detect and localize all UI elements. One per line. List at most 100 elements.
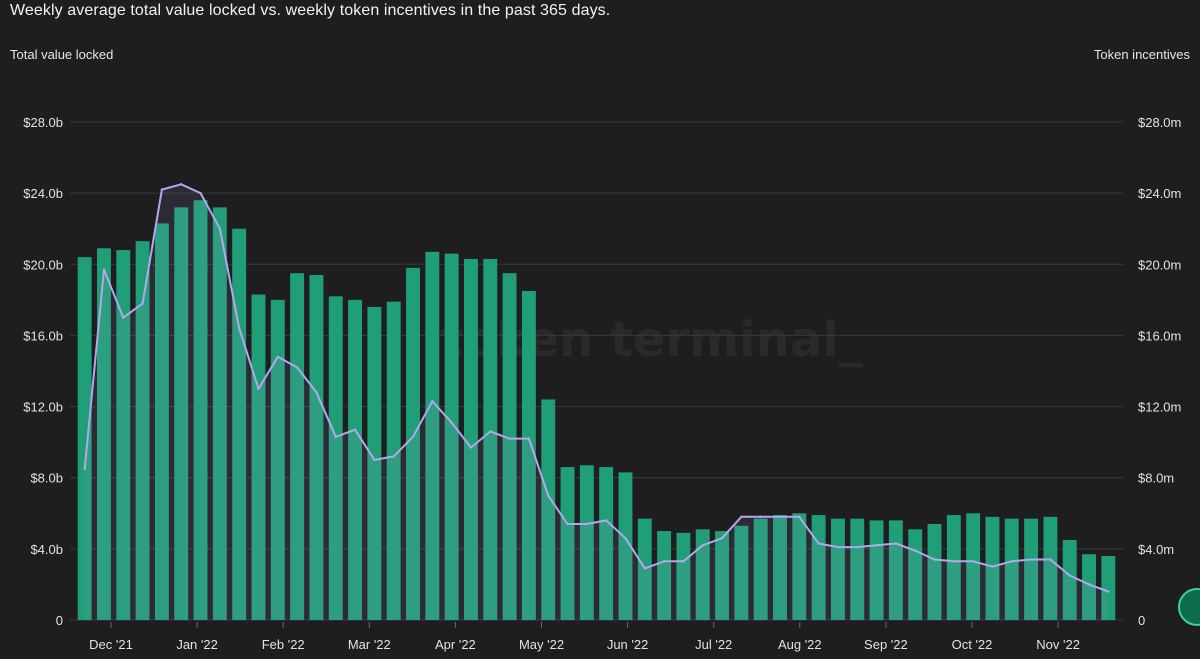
line-point[interactable] [353, 428, 357, 431]
bar[interactable] [599, 467, 614, 620]
bar[interactable] [367, 306, 382, 620]
bar[interactable] [135, 241, 150, 620]
line-point[interactable] [682, 560, 685, 563]
bar[interactable] [792, 513, 807, 620]
line-point[interactable] [1107, 590, 1110, 593]
line-point[interactable] [701, 544, 704, 547]
bar[interactable] [406, 267, 420, 620]
bar[interactable] [386, 301, 401, 620]
line-point[interactable] [913, 549, 917, 552]
line-point[interactable] [334, 435, 337, 439]
bar[interactable] [618, 472, 633, 620]
line-point[interactable] [720, 536, 724, 540]
line-point[interactable] [1010, 560, 1013, 563]
line-point[interactable] [315, 391, 318, 394]
line-point[interactable] [411, 435, 415, 439]
bar[interactable] [1043, 516, 1058, 620]
line-point[interactable] [662, 560, 666, 563]
bar[interactable] [676, 532, 691, 620]
line-point[interactable] [237, 327, 241, 330]
line-point[interactable] [836, 545, 840, 549]
line-point[interactable] [1049, 558, 1052, 561]
line-point[interactable] [469, 446, 473, 449]
line-point[interactable] [102, 268, 106, 271]
line-point[interactable] [933, 558, 936, 561]
bar[interactable] [811, 515, 826, 620]
bar[interactable] [328, 296, 343, 620]
line-point[interactable] [585, 522, 589, 526]
bar[interactable] [444, 253, 459, 620]
line-point[interactable] [218, 227, 222, 230]
bar[interactable] [77, 257, 92, 620]
bar[interactable] [232, 228, 247, 620]
bar[interactable] [1004, 518, 1019, 620]
line-point[interactable] [160, 188, 164, 191]
line-point[interactable] [373, 458, 376, 462]
line-point[interactable] [740, 515, 743, 519]
bar[interactable] [560, 467, 575, 620]
line-point[interactable] [431, 400, 434, 403]
bar[interactable] [154, 223, 169, 620]
bar[interactable] [715, 531, 729, 620]
line-point[interactable] [856, 545, 859, 549]
bar[interactable] [97, 248, 111, 620]
line-point[interactable] [122, 316, 125, 319]
bar[interactable] [270, 299, 285, 620]
line-point[interactable] [199, 191, 202, 195]
line-point[interactable] [450, 421, 453, 424]
line-point[interactable] [141, 302, 144, 305]
bar[interactable] [483, 258, 498, 620]
line-point[interactable] [508, 437, 511, 440]
bar[interactable] [290, 273, 305, 620]
bar[interactable] [521, 290, 536, 620]
line-point[interactable] [604, 519, 608, 522]
line-point[interactable] [295, 366, 299, 369]
line-point[interactable] [566, 522, 569, 526]
bar[interactable] [174, 207, 189, 620]
bar[interactable] [502, 273, 517, 620]
line-point[interactable] [547, 494, 550, 497]
bar[interactable] [348, 299, 363, 620]
bar[interactable] [966, 513, 981, 620]
bar[interactable] [425, 251, 440, 621]
bar[interactable] [773, 515, 787, 620]
bar[interactable] [212, 207, 227, 620]
bar[interactable] [946, 515, 961, 620]
line-point[interactable] [991, 565, 994, 568]
bar[interactable] [734, 525, 749, 620]
line-point[interactable] [624, 536, 627, 540]
line-point[interactable] [83, 467, 86, 471]
bar[interactable] [464, 258, 478, 620]
line-point[interactable] [1087, 583, 1091, 586]
bar[interactable] [1082, 554, 1096, 620]
bar[interactable] [695, 529, 710, 620]
line-point[interactable] [489, 430, 492, 433]
bar[interactable] [850, 518, 865, 620]
bar[interactable] [753, 518, 768, 620]
line-point[interactable] [875, 544, 878, 547]
line-point[interactable] [952, 560, 956, 563]
line-point[interactable] [1029, 558, 1033, 561]
line-point[interactable] [392, 455, 395, 458]
bar[interactable] [116, 250, 131, 621]
incentives-line[interactable] [83, 183, 1109, 593]
bar[interactable] [657, 531, 672, 620]
bar[interactable] [541, 399, 556, 620]
line-point[interactable] [257, 387, 260, 390]
line-point[interactable] [894, 542, 898, 545]
line-point[interactable] [276, 355, 280, 358]
bar[interactable] [985, 516, 1000, 620]
bar[interactable] [927, 523, 942, 620]
line-point[interactable] [817, 542, 820, 545]
line-point[interactable] [643, 567, 646, 570]
bar[interactable] [579, 465, 594, 620]
line-point[interactable] [971, 560, 975, 563]
bar[interactable] [1062, 539, 1077, 620]
line-point[interactable] [180, 183, 183, 186]
line-point[interactable] [778, 515, 782, 519]
line-point[interactable] [759, 515, 762, 519]
bar[interactable] [830, 518, 845, 620]
bar[interactable] [193, 200, 208, 620]
bar[interactable] [309, 274, 324, 620]
bar[interactable] [1024, 518, 1039, 620]
